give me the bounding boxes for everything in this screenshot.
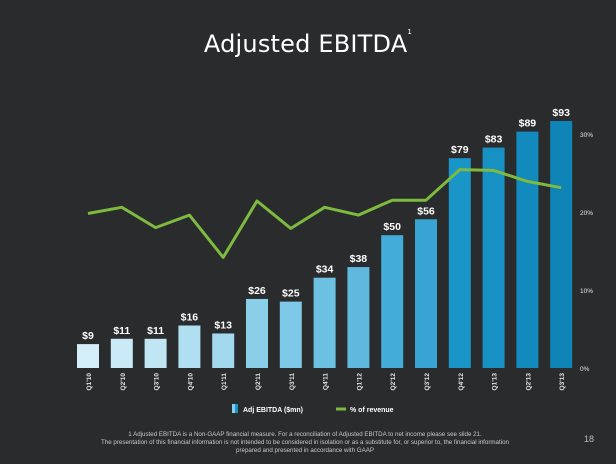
x-tick-label: Q3'12 bbox=[424, 373, 431, 391]
bar-Q1'11 bbox=[212, 333, 235, 368]
x-tick-label: Q3'11 bbox=[289, 373, 296, 390]
bar-Q4'10 bbox=[178, 325, 201, 368]
x-axis-labels: Q1'10 Q2'10 Q3'10 Q4'10 Q1'11 Q2'11 Q3'11 Q4'11… bbox=[86, 373, 566, 391]
y2-tick-label: 20% bbox=[580, 210, 593, 217]
bar-Q3'12 bbox=[415, 219, 437, 368]
bar-Q4'11 bbox=[313, 277, 336, 368]
y2-tick-label: 10% bbox=[580, 288, 593, 295]
bar-value-label: $13 bbox=[214, 319, 232, 331]
bar-value-label: $56 bbox=[417, 205, 435, 217]
x-tick-label: Q1'13 bbox=[492, 373, 499, 391]
y2-tick-label: 30% bbox=[580, 132, 593, 139]
bar-Q1'13 bbox=[482, 147, 505, 368]
title-footnote-marker: 1 bbox=[407, 28, 413, 36]
pct-revenue-line bbox=[87, 168, 562, 259]
bar-Q4'12 bbox=[448, 158, 471, 368]
chart-title-text: Adjusted EBITDA bbox=[203, 30, 408, 58]
bar-Q1'12 bbox=[347, 267, 370, 368]
y2-tick-label: 0% bbox=[580, 366, 590, 373]
bar-value-label: $38 bbox=[350, 253, 368, 265]
bar-Q3'13 bbox=[550, 121, 573, 368]
bar-value-label: $83 bbox=[485, 134, 503, 146]
bar-Q2'12 bbox=[381, 235, 404, 368]
legend: Adj EBITDA ($mn) % of revenue bbox=[232, 404, 394, 414]
bar-Q3'10 bbox=[144, 338, 167, 368]
x-tick-label: Q2'11 bbox=[255, 373, 262, 390]
x-tick-label: Q1'10 bbox=[86, 373, 93, 391]
bar-value-label: $50 bbox=[383, 221, 401, 233]
x-tick-label: Q1'11 bbox=[221, 373, 228, 390]
x-tick-label: Q2'12 bbox=[390, 373, 397, 391]
bar-Q1'10 bbox=[77, 344, 99, 368]
bar-value-label: $93 bbox=[552, 107, 570, 119]
x-tick-label: Q4'11 bbox=[323, 373, 330, 390]
right-axis-labels: 0% 10% 20% 30% bbox=[580, 132, 593, 373]
footnote: 1 Adjusted EBITDA is a Non-GAAP financia… bbox=[40, 431, 570, 455]
bar-Q2'11 bbox=[246, 298, 268, 368]
x-tick-label: Q2'13 bbox=[525, 373, 532, 391]
bar-value-label: $16 bbox=[181, 312, 199, 324]
x-tick-label: Q4'10 bbox=[187, 373, 194, 391]
bar-value-label: $79 bbox=[451, 144, 469, 156]
page-number: 18 bbox=[583, 434, 594, 444]
bar-value-label: $11 bbox=[113, 325, 130, 337]
bar-value-label: $89 bbox=[519, 118, 537, 130]
bar-Q2'10 bbox=[110, 338, 133, 368]
bars-layer: $9 $11 $11 $16 $13 $26 $25 $34 $38 $50 $56 $79 $83 $8… bbox=[77, 107, 573, 368]
legend-line-label: % of revenue bbox=[350, 407, 394, 414]
legend-bar-swatch bbox=[232, 404, 235, 413]
x-tick-label: Q4'12 bbox=[458, 373, 465, 391]
chart-title: Adjusted EBITDA1 bbox=[0, 28, 616, 58]
bar-value-label: $26 bbox=[248, 285, 266, 297]
legend-bar-swatch-dark bbox=[235, 404, 238, 413]
line-layer bbox=[87, 168, 562, 259]
bar-value-label: $34 bbox=[316, 264, 334, 276]
bar-Q3'11 bbox=[279, 301, 302, 368]
footnote-line-2: The presentation of this financial infor… bbox=[101, 439, 509, 446]
bar-value-label: $25 bbox=[282, 288, 300, 300]
footnote-line-1: 1 Adjusted EBITDA is a Non-GAAP financia… bbox=[128, 431, 482, 438]
bar-value-label: $9 bbox=[82, 330, 94, 342]
legend-bar-label: Adj EBITDA ($mn) bbox=[243, 407, 303, 414]
x-tick-label: Q1'12 bbox=[356, 373, 363, 391]
footnote-line-3: prepared and presented in accordance wit… bbox=[236, 447, 374, 454]
x-tick-label: Q3'13 bbox=[559, 373, 566, 391]
bar-Q2'13 bbox=[516, 131, 539, 368]
x-tick-label: Q3'10 bbox=[154, 373, 161, 391]
bar-value-label: $11 bbox=[147, 325, 164, 337]
x-tick-label: Q2'10 bbox=[120, 373, 127, 391]
